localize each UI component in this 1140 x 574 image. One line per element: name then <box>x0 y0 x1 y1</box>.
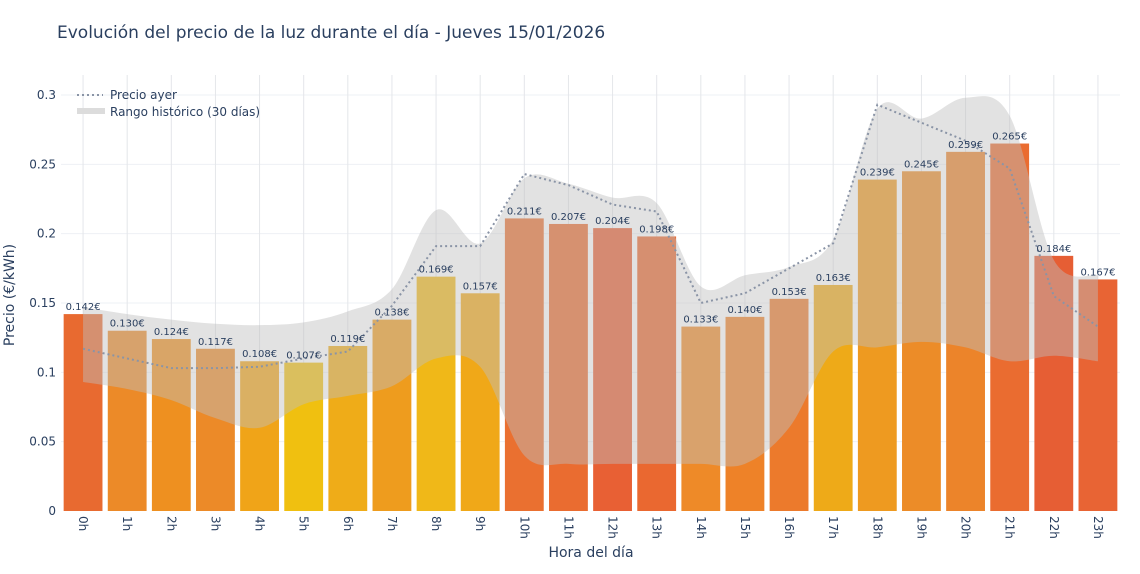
x-tick-label: 18h <box>870 516 884 539</box>
bar-8h <box>416 276 456 511</box>
y-tick-label: 0.25 <box>29 157 56 171</box>
data-label-10h: 0.211€ <box>507 206 542 217</box>
y-tick-label: 0.2 <box>37 227 56 241</box>
bar-20h <box>946 151 985 511</box>
y-tick-label: 0.15 <box>29 296 56 310</box>
bar-13h <box>637 236 677 511</box>
data-label-19h: 0.245€ <box>904 159 939 170</box>
x-tick-label: 14h <box>694 516 708 539</box>
bar-16h <box>769 298 809 511</box>
data-label-2h: 0.124€ <box>154 327 189 338</box>
bar-22h <box>1034 255 1074 511</box>
x-tick-label: 5h <box>297 516 311 531</box>
bar-11h <box>549 223 588 511</box>
data-label-3h: 0.117€ <box>198 337 233 348</box>
data-label-17h: 0.163€ <box>816 273 851 284</box>
data-label-9h: 0.157€ <box>463 281 498 292</box>
bar-6h <box>328 345 368 511</box>
data-label-15h: 0.140€ <box>727 305 762 316</box>
data-label-13h: 0.198€ <box>639 224 674 235</box>
x-tick-label: 21h <box>1003 516 1017 539</box>
x-tick-label: 10h <box>517 516 531 539</box>
x-tick-label: 3h <box>208 516 222 531</box>
bar-18h <box>857 179 897 511</box>
data-labels: 0.142€ 0.130€ 0.124€ 0.117€ 0.108€ 0.107€ 0.11… <box>66 132 1116 362</box>
bar-7h <box>372 319 412 511</box>
bar-12h <box>593 228 632 511</box>
x-tick-label: 0h <box>76 516 90 531</box>
x-tick-label: 16h <box>782 516 796 539</box>
data-label-0h: 0.142€ <box>66 302 101 313</box>
x-tick-label: 22h <box>1047 516 1061 539</box>
y-tick-label: 0.3 <box>37 88 56 102</box>
data-label-5h: 0.107€ <box>286 351 321 362</box>
data-label-22h: 0.184€ <box>1036 244 1071 255</box>
x-tick-label: 23h <box>1091 516 1105 539</box>
data-label-23h: 0.167€ <box>1080 267 1115 278</box>
data-label-16h: 0.153€ <box>772 287 807 298</box>
data-label-20h: 0.259€ <box>948 140 983 151</box>
y-tick-label: 0.1 <box>37 365 56 379</box>
x-axis-ticks: 0h 1h 2h 3h 4h 5h 6h 7h 8h 9h 10h 11h 12h 13h 14h 15h 16… <box>76 516 1105 539</box>
bar-14h <box>681 326 721 511</box>
data-label-18h: 0.239€ <box>860 168 895 179</box>
bar-0h <box>63 314 103 511</box>
bar-15h <box>725 316 765 511</box>
x-tick-label: 2h <box>164 516 178 531</box>
data-label-11h: 0.207€ <box>551 212 586 223</box>
y-axis-ticks: 0 0.05 0.1 0.15 0.2 0.25 0.3 <box>29 88 56 518</box>
x-tick-label: 20h <box>959 516 973 539</box>
bar-21h <box>990 143 1030 512</box>
yesterday-price-line <box>82 103 1099 370</box>
legend-item-yesterday[interactable]: Precio ayer <box>110 88 177 102</box>
legend-band-swatch <box>77 108 105 114</box>
y-tick-label: 0.05 <box>29 435 56 449</box>
bar-17h <box>813 284 853 511</box>
x-tick-label: 12h <box>606 516 620 539</box>
bar-19h <box>902 171 941 511</box>
x-axis-title: Hora del día <box>548 545 633 561</box>
data-label-7h: 0.138€ <box>374 308 409 319</box>
bar-1h <box>107 330 147 511</box>
bar-5h <box>284 362 324 511</box>
data-label-8h: 0.169€ <box>419 265 454 276</box>
x-tick-label: 15h <box>738 516 752 539</box>
data-label-1h: 0.130€ <box>110 319 145 330</box>
y-tick-label: 0 <box>48 504 56 518</box>
data-label-4h: 0.108€ <box>242 349 277 360</box>
y-axis-title: Precio (€/kWh) <box>2 244 18 346</box>
bars <box>63 143 1118 512</box>
data-label-6h: 0.119€ <box>330 334 365 345</box>
bar-10h <box>504 218 544 511</box>
x-tick-label: 11h <box>561 516 575 539</box>
x-tick-label: 6h <box>341 516 355 531</box>
x-tick-label: 1h <box>120 516 134 531</box>
data-label-14h: 0.133€ <box>683 315 718 326</box>
x-tick-label: 17h <box>826 516 840 539</box>
bar-23h <box>1078 279 1118 511</box>
x-tick-label: 9h <box>473 516 487 531</box>
legend[interactable]: Precio ayer Rango histórico (30 días) <box>77 88 260 119</box>
data-label-21h: 0.265€ <box>992 132 1027 143</box>
bar-9h <box>460 293 500 511</box>
bar-3h <box>196 348 235 511</box>
x-tick-label: 8h <box>429 516 443 531</box>
chart-title: Evolución del precio de la luz durante e… <box>57 23 605 43</box>
x-tick-label: 19h <box>914 516 928 539</box>
data-label-12h: 0.204€ <box>595 216 630 227</box>
legend-item-range[interactable]: Rango histórico (30 días) <box>110 105 260 119</box>
historical-range-band <box>83 96 1098 467</box>
x-tick-label: 7h <box>385 516 399 531</box>
x-tick-label: 13h <box>650 516 664 539</box>
x-tick-label: 4h <box>253 516 267 531</box>
bar-4h <box>240 361 279 511</box>
